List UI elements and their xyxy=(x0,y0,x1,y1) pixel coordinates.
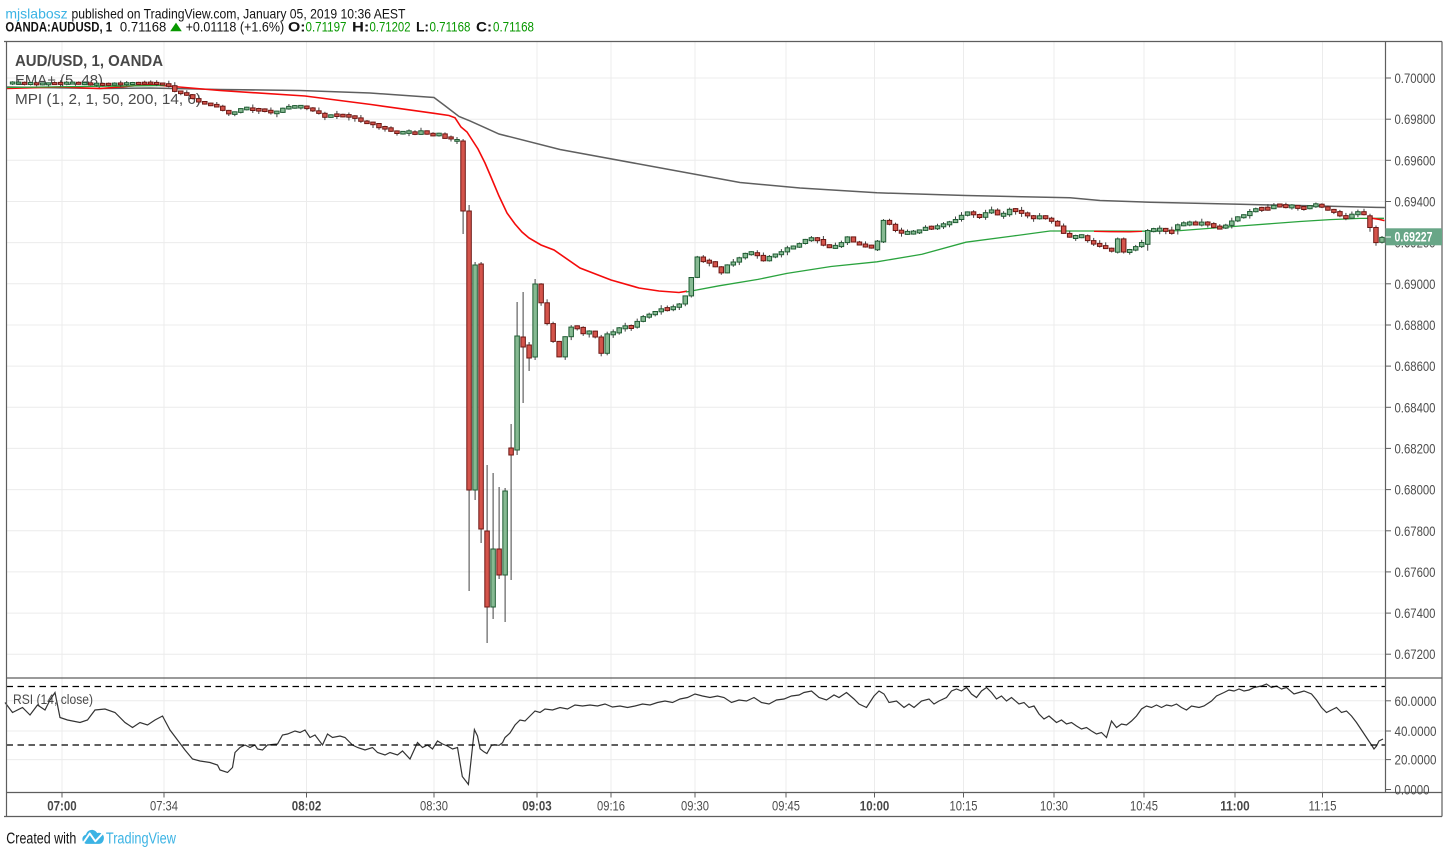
svg-text:0.69400: 0.69400 xyxy=(1395,195,1436,210)
svg-text:09:30: 09:30 xyxy=(681,797,709,813)
svg-text:10:30: 10:30 xyxy=(1040,797,1068,813)
svg-text:09:45: 09:45 xyxy=(772,797,800,813)
svg-text:TradingView: TradingView xyxy=(106,831,177,848)
svg-text:60.0000: 60.0000 xyxy=(1395,694,1437,709)
svg-text:0.67200: 0.67200 xyxy=(1395,647,1436,662)
svg-text:RSI (14, close): RSI (14, close) xyxy=(13,691,93,707)
svg-text:0.69227: 0.69227 xyxy=(1395,229,1433,245)
svg-text:07:00: 07:00 xyxy=(47,797,77,813)
svg-text:20.0000: 20.0000 xyxy=(1395,753,1437,768)
svg-text:0.0000: 0.0000 xyxy=(1395,783,1430,798)
svg-text:10:45: 10:45 xyxy=(1130,797,1158,813)
svg-text:0.69000: 0.69000 xyxy=(1395,277,1436,292)
svg-text:AUD/USD, 1, OANDA: AUD/USD, 1, OANDA xyxy=(15,53,163,70)
svg-text:10:00: 10:00 xyxy=(860,797,890,813)
svg-text:11:00: 11:00 xyxy=(1220,797,1250,813)
svg-text:09:16: 09:16 xyxy=(597,797,625,813)
svg-text:07:34: 07:34 xyxy=(150,797,178,813)
svg-text:0.67600: 0.67600 xyxy=(1395,565,1436,580)
svg-text:0.68200: 0.68200 xyxy=(1395,441,1436,456)
svg-text:08:02: 08:02 xyxy=(292,797,322,813)
svg-text:0.69800: 0.69800 xyxy=(1395,112,1436,127)
svg-text:0.67800: 0.67800 xyxy=(1395,524,1436,539)
svg-text:0.70000: 0.70000 xyxy=(1395,71,1436,86)
svg-text:10:15: 10:15 xyxy=(950,797,978,813)
svg-text:40.0000: 40.0000 xyxy=(1395,724,1437,739)
svg-text:OANDA:AUDUSD, 10.71168+0.01118: OANDA:AUDUSD, 1 0.71168 +0.01118 (+1.6%) O:… xyxy=(5,19,534,35)
svg-text:0.68000: 0.68000 xyxy=(1395,483,1436,498)
svg-text:0.68800: 0.68800 xyxy=(1395,318,1436,333)
svg-text:0.69600: 0.69600 xyxy=(1395,153,1436,168)
svg-text:0.68600: 0.68600 xyxy=(1395,359,1436,374)
svg-text:MPI (1, 2, 1, 50, 200, 14, 6): MPI (1, 2, 1, 50, 200, 14, 6) xyxy=(15,91,201,108)
svg-text:0.68400: 0.68400 xyxy=(1395,400,1436,415)
svg-text:08:30: 08:30 xyxy=(420,797,448,813)
svg-text:0.67400: 0.67400 xyxy=(1395,606,1436,621)
svg-text:11:15: 11:15 xyxy=(1309,797,1337,813)
svg-text:Created with: Created with xyxy=(6,831,76,848)
svg-text:09:03: 09:03 xyxy=(522,797,552,813)
